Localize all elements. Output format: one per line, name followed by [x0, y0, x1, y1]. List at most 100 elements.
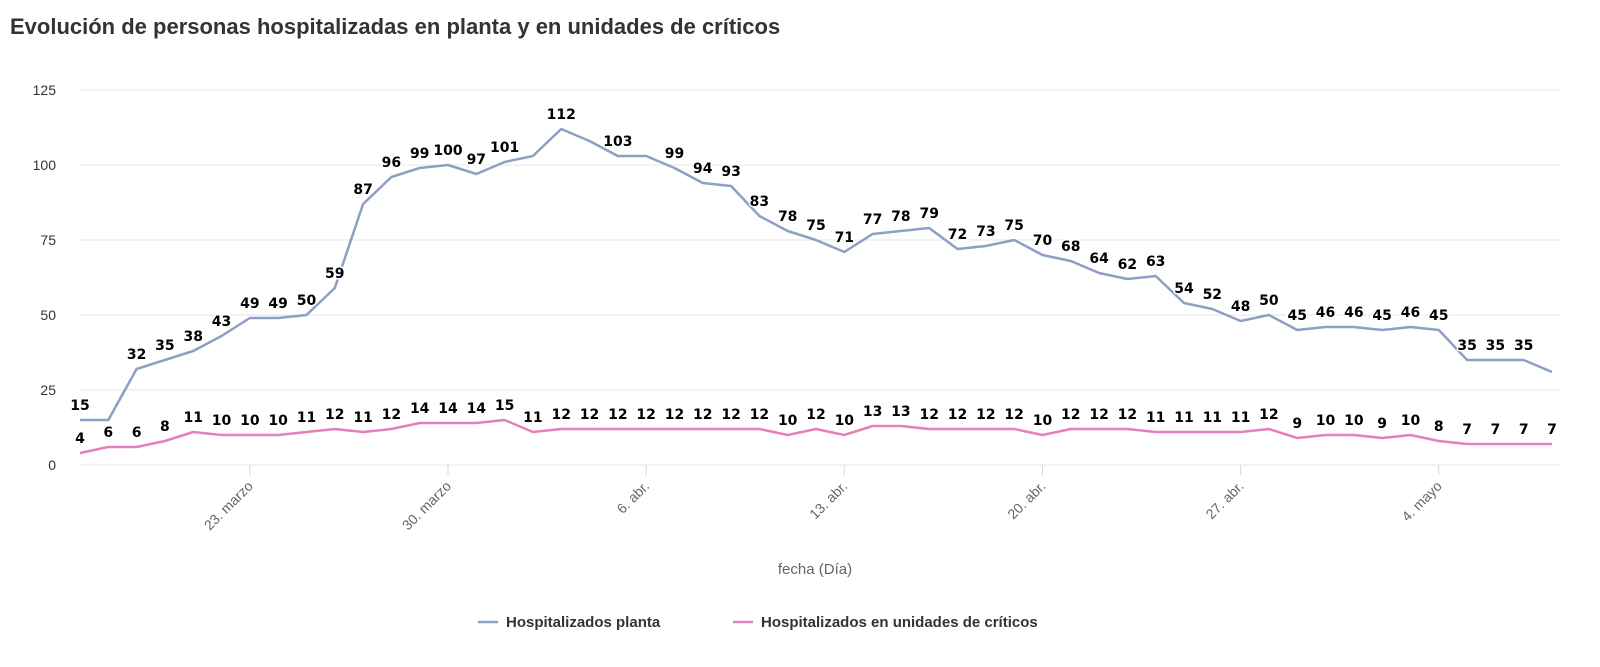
- data-label: 70: [1033, 233, 1053, 249]
- data-label: 35: [155, 338, 174, 354]
- data-label: 11: [1174, 410, 1193, 426]
- data-label: 11: [1146, 410, 1165, 426]
- data-label: 103: [603, 134, 632, 150]
- x-tick-label: 20. abr.: [1004, 478, 1048, 522]
- legend-label: Hospitalizados planta: [506, 614, 661, 631]
- series-lines: [79, 127, 1553, 455]
- data-label: 8: [160, 419, 170, 435]
- data-label: 46: [1316, 305, 1335, 321]
- data-label: 7: [1491, 422, 1501, 438]
- data-label: 99: [410, 146, 429, 162]
- data-label: 68: [1061, 239, 1080, 255]
- data-label: 10: [212, 413, 232, 429]
- x-tick-label: 6. abr.: [613, 478, 652, 517]
- data-label: 78: [778, 209, 797, 225]
- data-label: 10: [835, 413, 855, 429]
- data-label: 35: [1457, 338, 1476, 354]
- data-label: 12: [721, 407, 740, 423]
- data-label: 10: [268, 413, 288, 429]
- legend[interactable]: Hospitalizados planta Hospitalizados en u…: [478, 614, 1038, 631]
- data-label: 62: [1118, 257, 1137, 273]
- data-label: 11: [523, 410, 542, 426]
- legend-label: Hospitalizados en unidades de críticos: [761, 614, 1038, 631]
- data-label: 10: [1344, 413, 1364, 429]
- y-tick-label: 75: [40, 232, 56, 248]
- data-label: 45: [1287, 308, 1306, 324]
- data-label: 38: [183, 329, 202, 345]
- data-label: 35: [1514, 338, 1533, 354]
- data-label: 8: [1434, 419, 1444, 435]
- data-label: 45: [1372, 308, 1391, 324]
- data-label: 93: [721, 164, 740, 180]
- series-line-planta[interactable]: [80, 127, 1553, 422]
- x-tick-label: 13. abr.: [806, 478, 850, 522]
- data-label: 12: [636, 407, 655, 423]
- data-label: 97: [467, 152, 486, 168]
- data-label: 9: [1292, 416, 1302, 432]
- x-axis-title: fecha (Día): [778, 561, 852, 578]
- y-axis-ticks: 0 25 50 75 100 125: [33, 82, 57, 473]
- data-label: 12: [948, 407, 967, 423]
- data-label: 79: [919, 206, 938, 222]
- data-label: 11: [183, 410, 202, 426]
- data-label: 12: [325, 407, 344, 423]
- legend-item-planta[interactable]: Hospitalizados planta: [478, 614, 661, 631]
- series-line-criticos[interactable]: [79, 418, 1552, 455]
- x-tick-label: 4. mayo: [1398, 478, 1445, 525]
- y-tick-label: 125: [33, 82, 57, 98]
- data-label: 46: [1344, 305, 1363, 321]
- grid-lines: [80, 89, 1560, 466]
- y-tick-label: 100: [33, 157, 57, 173]
- x-tick-label: 30. marzo: [399, 478, 454, 533]
- data-label: 45: [1429, 308, 1448, 324]
- data-label: 6: [132, 425, 142, 441]
- data-label: 35: [1486, 338, 1505, 354]
- data-label: 15: [70, 398, 89, 414]
- data-label: 73: [976, 224, 995, 240]
- data-label: 112: [547, 107, 576, 123]
- data-label: 14: [410, 401, 430, 417]
- data-label: 64: [1089, 251, 1109, 267]
- data-label: 59: [325, 266, 344, 282]
- data-label: 52: [1203, 287, 1222, 303]
- x-tick-label: 27. abr.: [1202, 478, 1246, 522]
- data-label: 96: [382, 155, 401, 171]
- data-label: 7: [1462, 422, 1472, 438]
- legend-item-criticos[interactable]: Hospitalizados en unidades de críticos: [733, 614, 1038, 631]
- data-label: 9: [1377, 416, 1387, 432]
- data-label: 83: [750, 194, 769, 210]
- data-label: 50: [297, 293, 317, 309]
- data-label: 12: [665, 407, 684, 423]
- x-axis-ticks: 23. marzo 30. marzo 6. abr. 13. abr. 20. abr…: [201, 465, 1445, 533]
- data-label: 10: [240, 413, 260, 429]
- data-label: 12: [693, 407, 712, 423]
- data-label: 43: [212, 314, 231, 330]
- data-label: 12: [551, 407, 570, 423]
- y-tick-label: 50: [40, 307, 56, 323]
- data-label: 12: [976, 407, 995, 423]
- y-tick-label: 0: [48, 457, 56, 473]
- data-label: 10: [1033, 413, 1053, 429]
- data-label: 46: [1401, 305, 1420, 321]
- data-label: 11: [353, 410, 372, 426]
- chart-title: Evolución de personas hospitalizadas en …: [10, 14, 781, 39]
- data-label: 10: [778, 413, 798, 429]
- data-label: 12: [1089, 407, 1108, 423]
- data-label: 7: [1519, 422, 1529, 438]
- data-label: 99: [665, 146, 684, 162]
- data-label: 75: [1004, 218, 1023, 234]
- data-label: 12: [1061, 407, 1080, 423]
- data-label: 87: [353, 182, 372, 198]
- data-label: 100: [433, 143, 462, 159]
- y-tick-label: 25: [40, 382, 56, 398]
- data-label: 71: [835, 230, 854, 246]
- data-label: 12: [750, 407, 769, 423]
- data-label: 32: [127, 347, 146, 363]
- data-label: 10: [1401, 413, 1421, 429]
- data-label: 13: [891, 404, 910, 420]
- data-label: 12: [1259, 407, 1278, 423]
- data-label: 50: [1259, 293, 1279, 309]
- data-label: 11: [1231, 410, 1250, 426]
- data-label: 12: [608, 407, 627, 423]
